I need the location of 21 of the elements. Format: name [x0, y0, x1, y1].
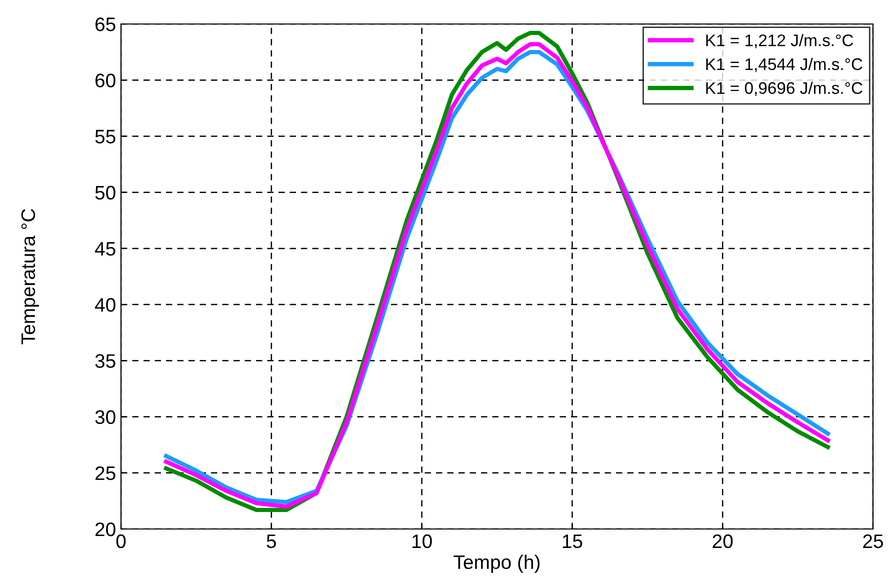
y-tick-label: 55 [95, 130, 116, 144]
x-axis-title: Tempo (h) [454, 554, 540, 573]
y-axis-title: Temperatura °C [21, 209, 39, 344]
y-tick-label: 25 [95, 466, 116, 480]
x-tick-label: 25 [863, 534, 883, 548]
y-tick-label: 50 [95, 186, 116, 200]
y-tick-label: 40 [94, 298, 116, 312]
legend-label: K1 = 1,4544 J/m.s.°C [706, 58, 862, 72]
legend-label: K1 = 1,212 J/m.s.°C [706, 34, 854, 48]
x-tick-label: 15 [562, 534, 582, 548]
x-tick-label: 0 [116, 534, 126, 548]
y-tick-label: 30 [95, 410, 116, 424]
y-tick-label: 65 [96, 17, 116, 32]
y-tick-label: 60 [96, 74, 116, 88]
x-tick-label: 20 [712, 534, 733, 548]
x-tick-label: 10 [412, 534, 432, 548]
y-tick-label: 45 [94, 242, 116, 256]
y-tick-label: 20 [95, 522, 116, 536]
legend-label: K1 = 0,9696 J/m.s.°C [706, 82, 862, 96]
x-tick-label: 5 [266, 534, 276, 548]
y-tick-label: 35 [95, 354, 116, 368]
